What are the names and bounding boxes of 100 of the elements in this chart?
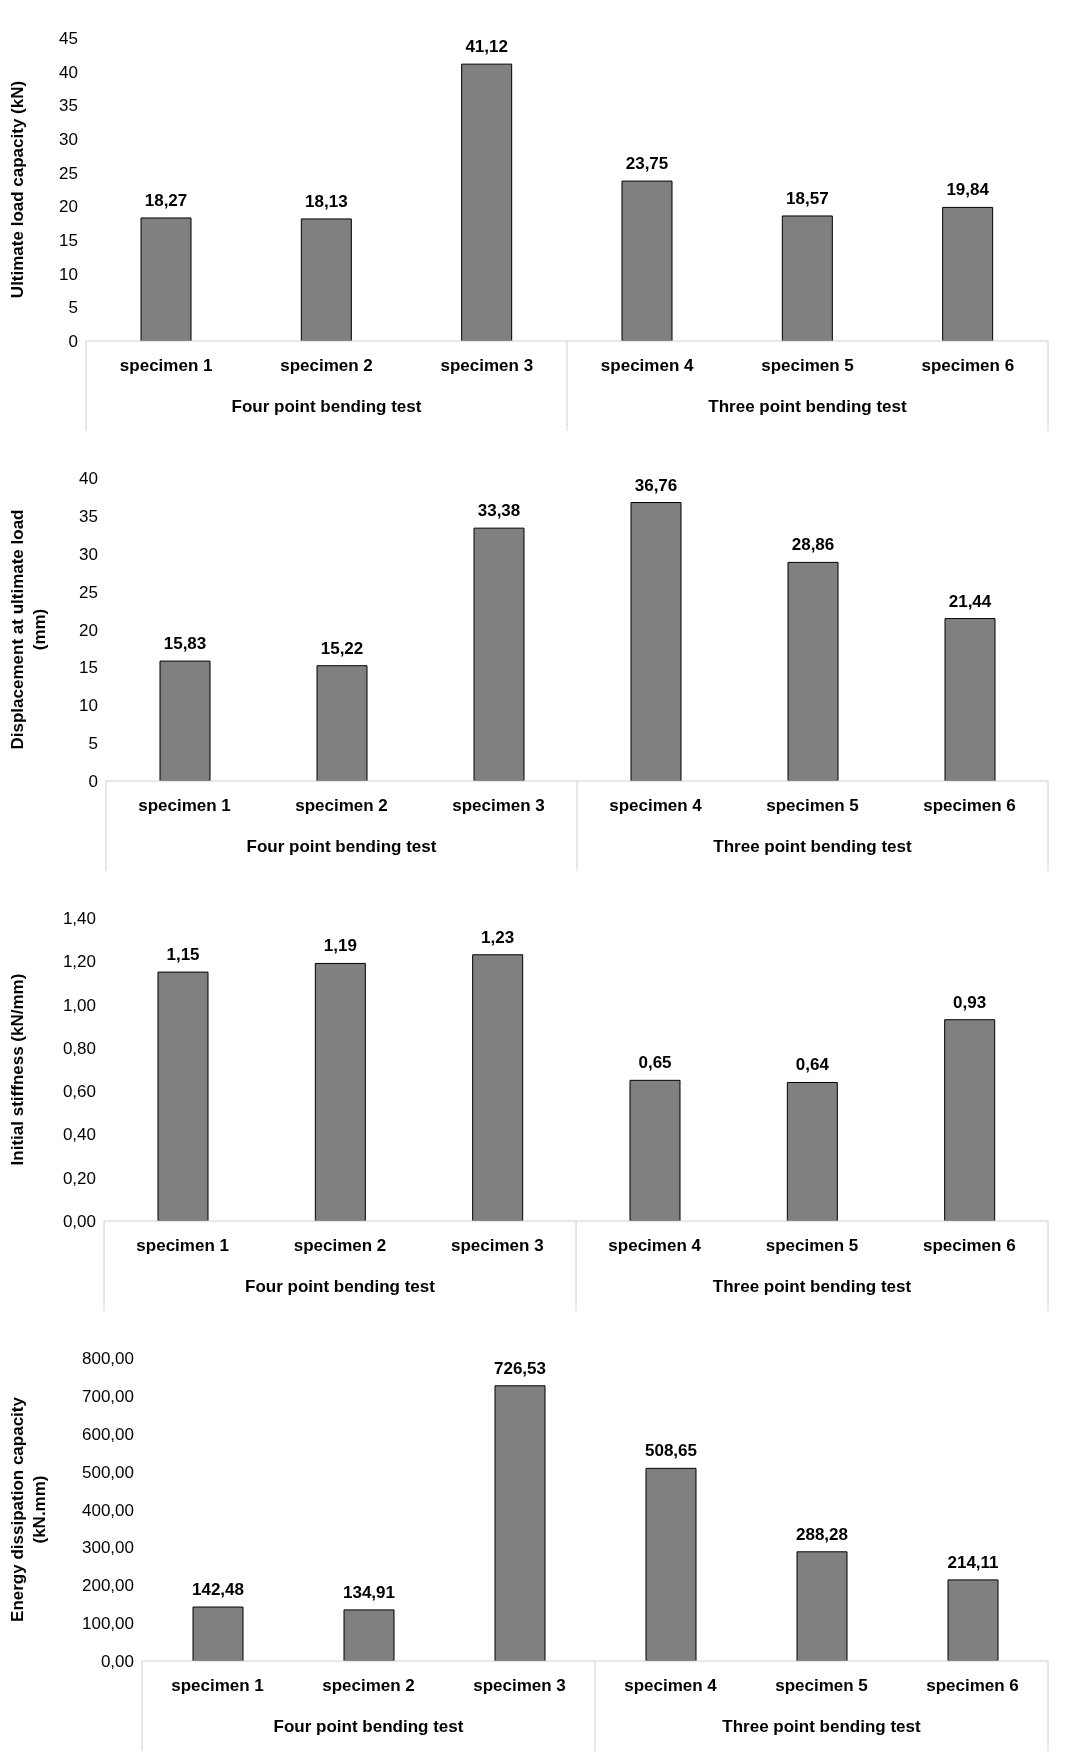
y-tick-label: 500,00 [82,1462,134,1482]
y-tick-label: 40 [79,469,98,489]
y-tick-label: 20 [59,197,78,217]
bar [947,1579,999,1661]
x-tick-label: specimen 3 [452,796,545,815]
y-axis-title: Initial stiffness (kN/mm) [8,973,27,1166]
data-label: 726,53 [494,1358,546,1378]
bar [159,660,211,781]
bar [629,1079,681,1221]
data-label: 21,44 [948,591,992,611]
y-axis-title: Displacement at ultimate load (mm) [8,509,49,750]
y-tick-label: 35 [79,506,98,526]
y-tick-label: 35 [59,96,78,116]
y-tick-label: 1,40 [62,909,96,929]
data-label: 142,48 [192,1580,244,1600]
x-tick-label: specimen 1 [138,796,231,815]
x-tick-label: specimen 4 [608,1236,702,1255]
y-tick-label: 1,20 [62,952,96,972]
x-tick-label: specimen 5 [766,796,859,815]
x-tick-label: specimen 2 [280,356,373,375]
x-tick-label: specimen 6 [926,1676,1019,1695]
data-label: 1,19 [323,936,357,956]
y-tick-label: 600,00 [82,1424,134,1444]
y-tick-label: 25 [79,582,98,602]
data-label: 508,65 [645,1441,697,1461]
y-tick-label: 25 [59,163,78,183]
y-tick-label: 0,20 [62,1168,96,1188]
bar [630,502,682,781]
data-label: 41,12 [465,37,508,57]
data-label: 19,84 [946,180,990,200]
y-tick-label: 45 [59,29,78,49]
data-label: 1,15 [166,945,200,965]
x-tick-label: specimen 2 [293,1236,387,1255]
y-tick-label: 0,80 [62,1038,96,1058]
bar [944,618,996,781]
text: Three point bending test [708,397,907,416]
y-tick-label: 1,00 [62,995,96,1015]
y-tick-label: 0 [68,332,78,352]
text: Three point bending test [713,837,912,856]
x-tick-label: specimen 5 [765,1236,859,1255]
data-label: 18,27 [144,190,188,210]
bar [473,527,525,781]
text: Three point bending test [712,1277,912,1296]
y-tick-label: 15 [59,231,78,251]
y-tick-label: 0,40 [62,1125,96,1145]
bar [300,218,352,341]
data-label: 15,22 [320,638,364,658]
y-tick-label: 10 [79,696,98,716]
data-label: 15,83 [163,634,207,654]
x-tick-label: specimen 3 [473,1676,566,1695]
x-tick-label: specimen 4 [600,356,695,375]
bar [621,180,673,341]
x-tick-label: specimen 6 [923,1236,1016,1255]
bar [472,954,524,1221]
bar [192,1606,244,1661]
text: Four point bending test [273,1717,464,1736]
data-label: 33,38 [477,501,521,521]
y-tick-label: 5 [68,298,78,318]
y-tick-label: 0 [88,772,98,792]
y-tick-label: 20 [79,620,98,640]
bar [787,561,839,781]
y-tick-label: 5 [88,734,98,754]
data-label: 288,28 [796,1524,848,1544]
text: Three point bending test [722,1717,921,1736]
y-tick-label: 30 [79,544,98,564]
x-tick-label: specimen 1 [136,1236,229,1255]
y-tick-label: 0,60 [62,1082,96,1102]
data-label: 18,13 [305,191,348,211]
x-tick-label: specimen 4 [609,796,703,815]
y-tick-label: 10 [59,264,78,284]
bar [796,1551,848,1661]
bar [944,1019,996,1221]
x-tick-label: specimen 5 [761,356,854,375]
x-tick-label: specimen 2 [295,796,388,815]
text: Four point bending test [231,397,422,416]
data-label: 0,93 [953,992,987,1012]
x-tick-label: specimen 1 [119,356,213,375]
y-tick-label: 0,00 [100,1652,134,1672]
y-axis-title: Energy dissipation capacity (kN.mm) [8,1396,49,1622]
x-tick-label: specimen 6 [921,356,1015,375]
bar [645,1467,697,1661]
bar [314,962,366,1221]
y-tick-label: 800,00 [82,1349,134,1369]
bar [781,215,833,341]
bar [786,1081,838,1221]
y-tick-label: 400,00 [82,1500,134,1520]
x-tick-label: specimen 5 [775,1676,868,1695]
y-tick-label: 30 [59,130,78,150]
data-label: 0,65 [638,1053,672,1073]
bar [157,971,209,1221]
data-label: 23,75 [625,154,669,174]
bar [316,665,368,781]
x-tick-label: specimen 6 [923,796,1016,815]
data-label: 36,76 [634,475,678,495]
data-label: 214,11 [947,1552,999,1572]
y-axis-title: Ultimate load capacity (kN) [8,80,27,299]
x-tick-label: specimen 1 [171,1676,264,1695]
text: Four point bending test [245,1277,436,1296]
y-tick-label: 100,00 [82,1614,134,1634]
text: Four point bending test [246,837,437,856]
